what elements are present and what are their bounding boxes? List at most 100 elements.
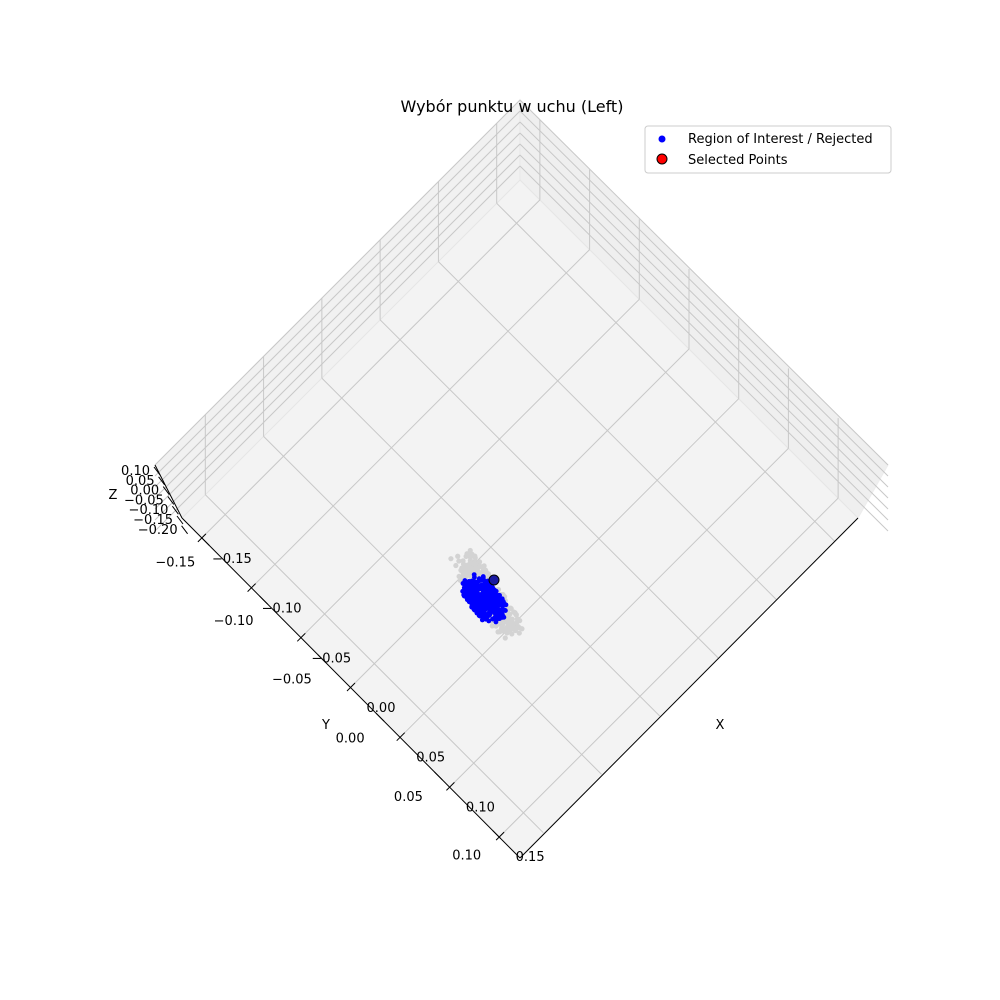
background-point (505, 623, 511, 629)
x-tick-label: 0.00 (367, 701, 396, 716)
background-point (489, 623, 495, 629)
wall-z-line (154, 121, 521, 488)
legend-label-selected-points: Selected Points (688, 153, 788, 168)
chart-title: Wybór punktu w uchu (Left) (401, 97, 624, 116)
roi-point (477, 595, 483, 601)
grid-line-x (450, 448, 789, 787)
wall-z-line (519, 121, 889, 488)
x-tick (495, 831, 505, 841)
wall-z-line (519, 110, 889, 477)
legend-marker-region-of-interest (658, 135, 666, 143)
z-tick (153, 466, 161, 476)
roi-point (479, 617, 485, 623)
z-axis-label: Z (109, 488, 118, 503)
y-tick-label: 0.10 (452, 849, 481, 864)
roi-point (474, 582, 480, 587)
background-point (462, 574, 468, 580)
grid-line-y (379, 319, 719, 659)
x-axis-line (519, 517, 859, 859)
background-point (456, 573, 462, 580)
background-point (453, 562, 459, 569)
y-tick (434, 771, 443, 781)
background-point (461, 569, 467, 575)
grid-line-y (263, 436, 602, 775)
roi-point (489, 591, 495, 597)
roi-point (492, 606, 498, 612)
roi-point (488, 610, 493, 616)
wall-z-line (154, 165, 521, 532)
z-tick (171, 505, 179, 515)
z-tick (181, 525, 189, 535)
z-tick-label: 0.10 (121, 464, 150, 479)
wall-z-line (519, 143, 889, 510)
background-point (516, 630, 522, 636)
wall-z-line (519, 165, 889, 532)
roi-point (499, 596, 505, 602)
grid-line-y (321, 377, 661, 717)
wall-z-line (154, 110, 521, 477)
roi-point (483, 588, 488, 594)
roi-point (482, 608, 487, 614)
wall-z-line (154, 99, 521, 466)
background-point (466, 564, 472, 570)
background-point (504, 630, 510, 636)
roi-point (469, 578, 475, 584)
background-point (512, 625, 518, 631)
background-point (471, 553, 477, 560)
roi-point (476, 602, 482, 608)
z-tick (176, 515, 184, 525)
roi-point (466, 590, 471, 596)
background-point (455, 553, 461, 559)
z-tick-label: 0.00 (130, 484, 159, 499)
z-tick-label: 0.05 (126, 474, 155, 489)
roi-point (465, 584, 471, 589)
background-point (513, 611, 519, 618)
background-point (463, 553, 469, 559)
background-point (448, 556, 454, 562)
roi-point (471, 583, 476, 589)
roi-point (488, 606, 494, 612)
z-tick (167, 496, 175, 505)
background-point (502, 635, 508, 641)
grid-line-y (438, 261, 777, 600)
roi-point (471, 598, 477, 604)
z-tick-label: −0.10 (129, 503, 169, 518)
roi-point (486, 592, 492, 598)
roi-point (460, 580, 466, 586)
roi-point (493, 614, 499, 619)
y-axis-label: Y (321, 718, 330, 733)
roi-point (500, 603, 505, 609)
roi-point (480, 576, 486, 582)
grid-line-x (251, 249, 590, 588)
x-tick-label: −0.15 (212, 552, 252, 567)
z-tick (158, 476, 166, 486)
roi-point (490, 616, 495, 622)
x-tick (296, 632, 306, 642)
background-point (516, 625, 522, 631)
z-tick-label: −0.15 (133, 513, 173, 528)
y-tick (259, 595, 268, 605)
x-axis-label: X (716, 718, 725, 733)
roi-point (486, 618, 492, 624)
z-tick-label: −0.20 (138, 523, 178, 538)
y-tick-label: 0.05 (394, 790, 423, 805)
y-tick-label: −0.10 (214, 614, 254, 629)
z-tick-label: −0.05 (124, 493, 164, 508)
roi-point (503, 608, 508, 613)
background-point (483, 568, 489, 574)
floor-pane (181, 179, 859, 859)
background-point (514, 619, 520, 625)
roi-point (475, 591, 481, 597)
legend-frame (644, 125, 892, 174)
x-tick-label: −0.05 (311, 651, 351, 666)
grid-line-y (204, 494, 544, 834)
roi-point (491, 595, 497, 601)
roi-point (481, 594, 487, 600)
roi-point (461, 593, 467, 599)
y-tick (375, 712, 385, 722)
y-tick-label: −0.15 (155, 555, 195, 570)
legend-label-region-of-interest: Region of Interest / Rejected (688, 132, 873, 147)
grid-lines (154, 99, 889, 837)
y-tick (200, 537, 210, 546)
axes (153, 464, 859, 859)
